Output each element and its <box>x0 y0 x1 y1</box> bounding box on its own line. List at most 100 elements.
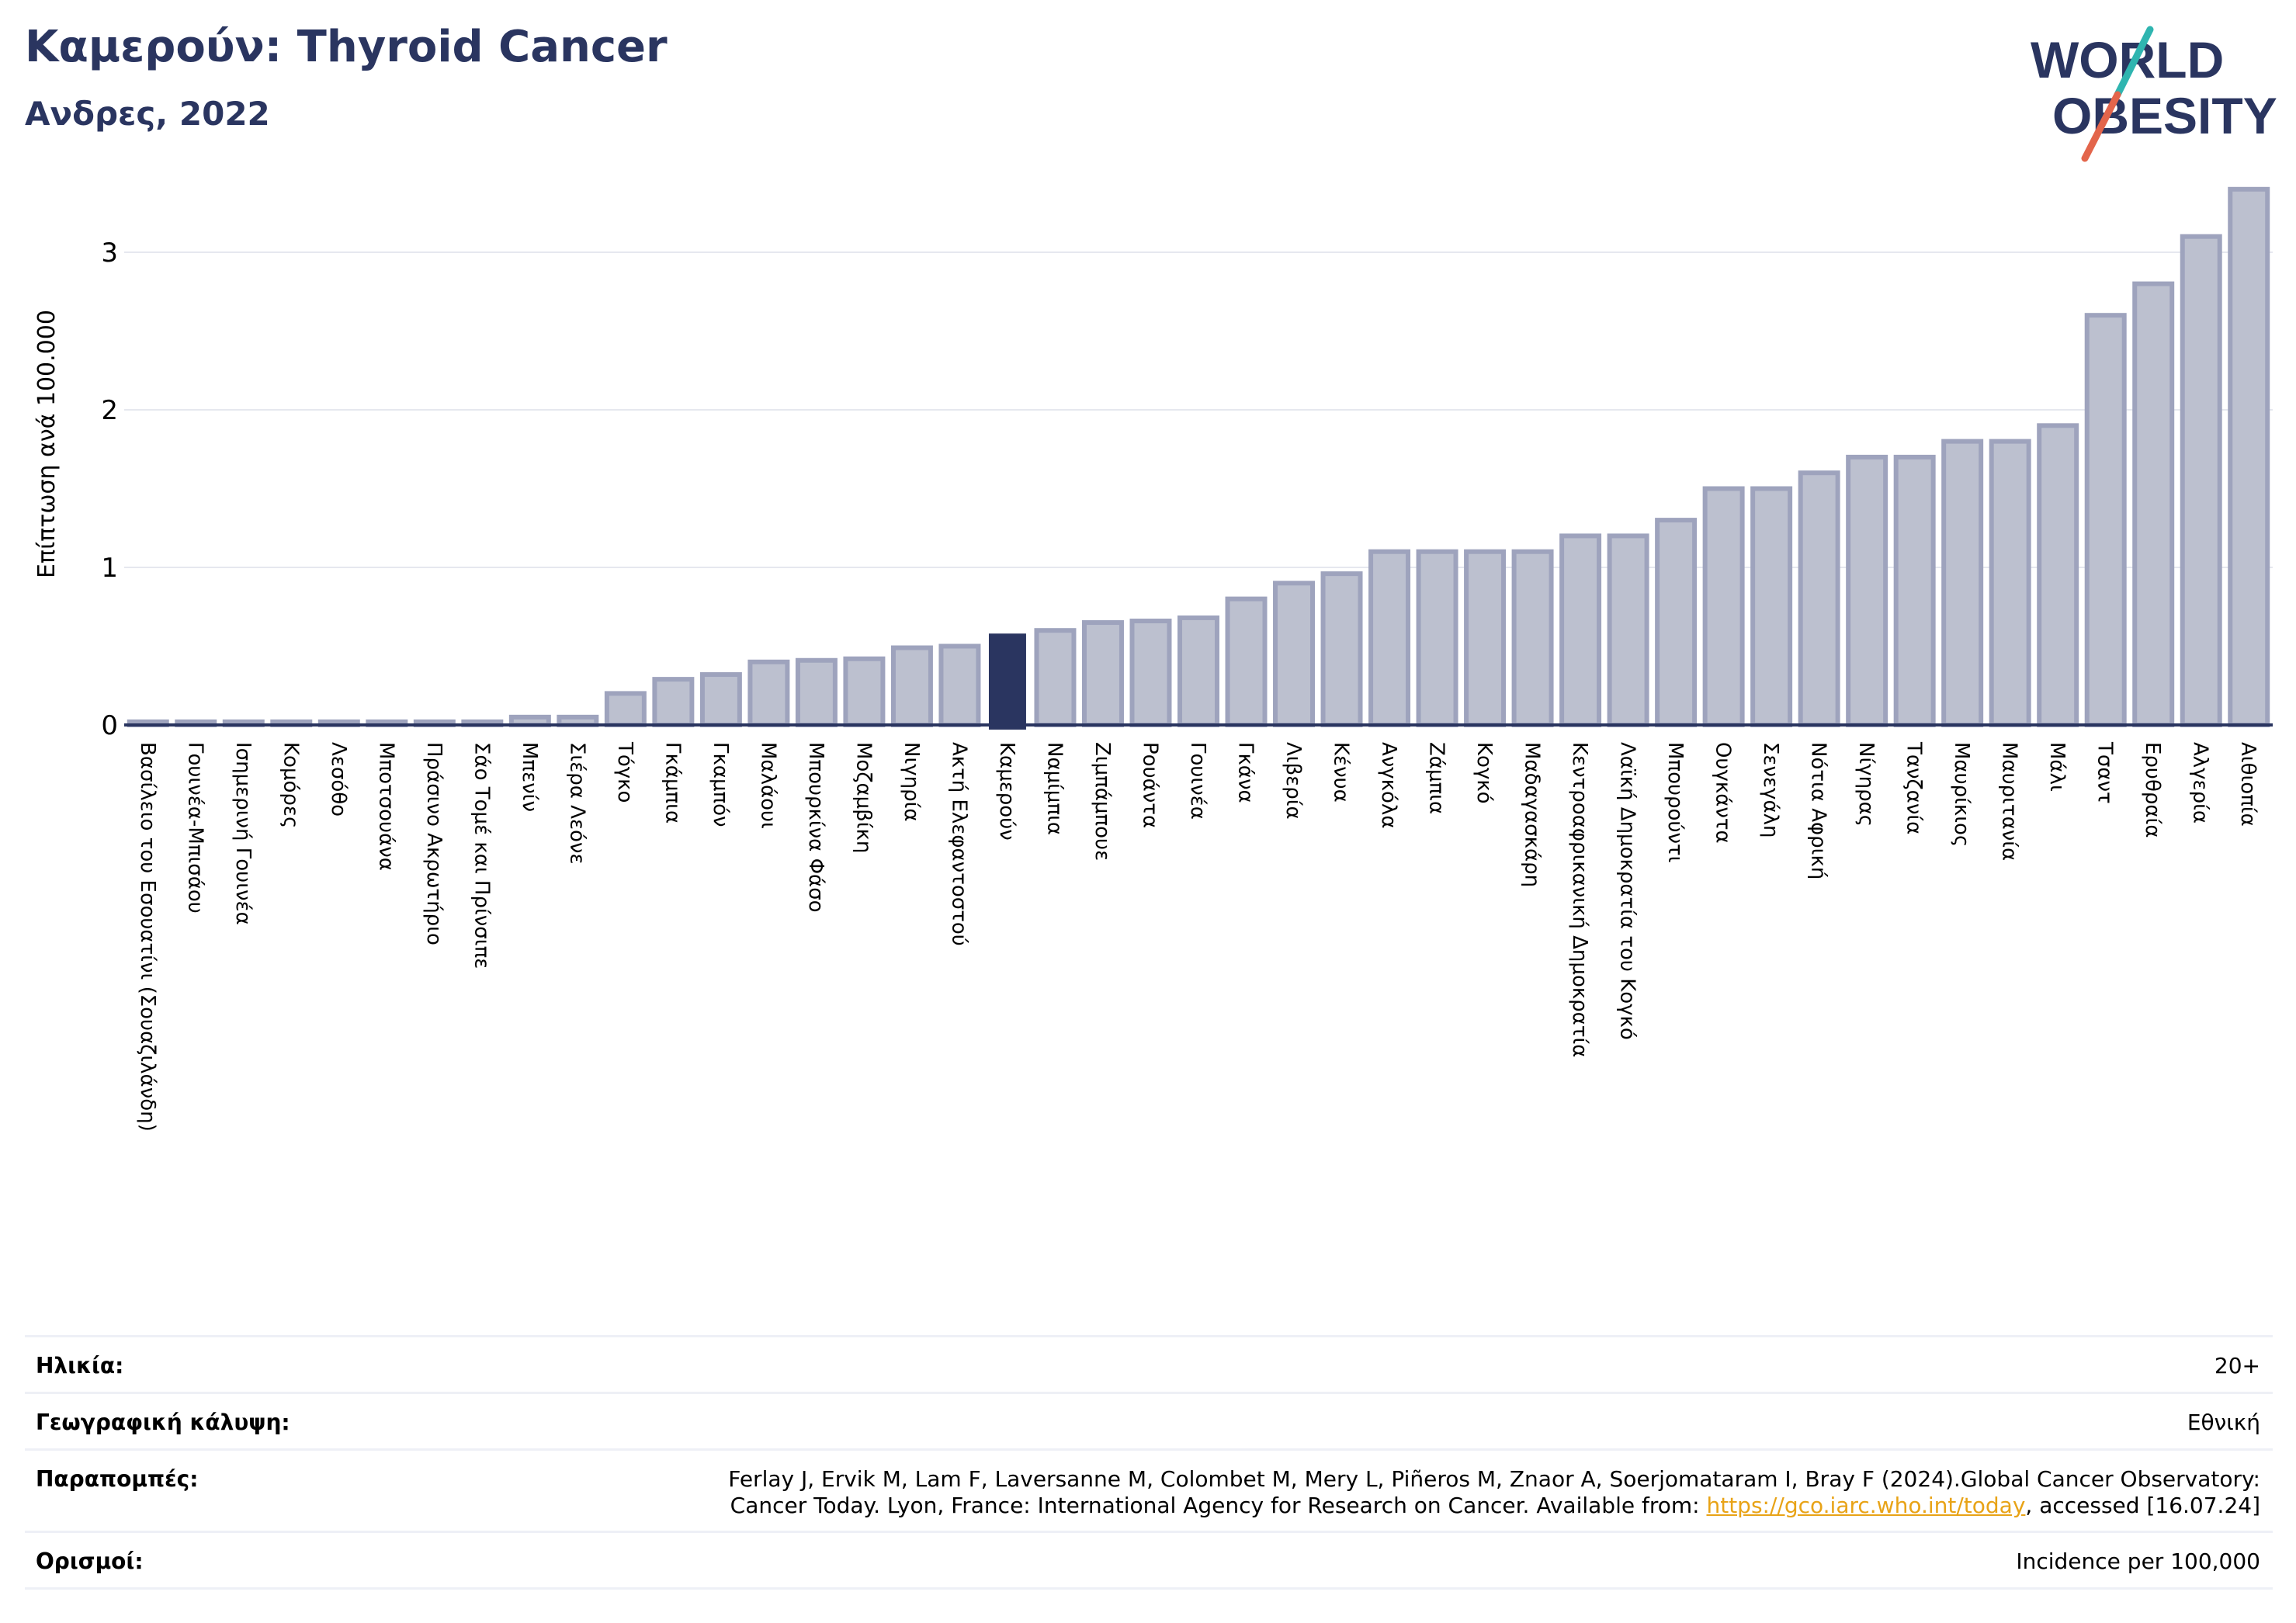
y-tick-label: 2 <box>101 395 118 426</box>
bar <box>1273 581 1316 727</box>
world-obesity-logo: WORLD OBESITY <box>2018 23 2282 163</box>
y-tick-label: 0 <box>101 710 118 741</box>
x-tick-label: Μάλι <box>2045 742 2069 792</box>
x-tick-label: Τόγκο <box>613 741 636 803</box>
bar <box>843 656 886 727</box>
definitions-label: Ορισμοί: <box>36 1548 144 1574</box>
y-tick-label: 3 <box>101 238 118 269</box>
x-tick-label: Βασίλειο του Εσουατίνι (Σουαζιλάνδη) <box>136 742 159 1132</box>
bar <box>1368 549 1411 728</box>
x-tick-label: Καμερούν <box>995 742 1018 841</box>
bar-chart: 0 1 2 3 Βασίλειο του Εσουατίνι (Σουαζιλάνδη… <box>33 186 2273 1132</box>
x-tick-label: Ισημερινή Γουινέα <box>231 742 255 925</box>
x-axis-labels: Βασίλειο του Εσουατίνι (Σουαζιλάνδη) Γουι… <box>136 741 2260 1132</box>
x-tick-label: Λαϊκή Δημοκρατία του Κογκό <box>1616 742 1639 1040</box>
x-tick-label: Ακτή Ελεφαντοστού <box>947 742 970 946</box>
x-tick-label: Μπουρκίνα Φάσο <box>804 742 827 913</box>
x-tick-label: Πράσινο Ακρωτήριο <box>422 742 446 945</box>
bar <box>1607 533 1649 728</box>
x-tick-label: Μαυρίκιος <box>1950 742 1973 847</box>
bar <box>1081 620 1124 727</box>
bar <box>1750 486 1793 727</box>
x-tick-label: Ουγκάντα <box>1712 742 1735 844</box>
x-tick-label: Γουινέα-Μπισάου <box>183 742 206 914</box>
x-tick-label: Μοζαμβίκη <box>851 742 875 853</box>
x-tick-label: Μπουρούντι <box>1663 742 1687 862</box>
x-tick-label: Ζάμπια <box>1425 742 1448 814</box>
page-subtitle: Ανδρες, 2022 <box>25 95 270 133</box>
x-tick-label: Κένυα <box>1330 742 1353 803</box>
x-tick-label: Σενεγάλη <box>1759 742 1782 838</box>
meta-row-age: Ηλικία: 20+ <box>25 1335 2273 1392</box>
x-tick-label: Γκαμπόν <box>709 742 732 827</box>
references-line1: Ferlay J, Ervik M, Lam F, Laversanne M, … <box>728 1466 2260 1492</box>
x-tick-label: Μποτσουάνα <box>374 742 397 871</box>
references-link[interactable]: https://gco.iarc.who.int/today <box>1706 1493 2026 1518</box>
x-tick-label: Ναμίμπια <box>1042 742 1066 835</box>
x-tick-label: Ερυθραία <box>2141 742 2164 838</box>
meta-row-coverage: Γεωγραφική κάλυψη: Εθνική <box>25 1392 2273 1448</box>
x-tick-label: Μαυριτανία <box>1998 742 2021 861</box>
bar <box>1941 439 1984 727</box>
bar <box>1177 615 1219 728</box>
meta-row-definitions: Ορισμοί: Incidence per 100,000 <box>25 1531 2273 1590</box>
x-tick-label: Κεντροαφρικανική Δημοκρατία <box>1568 742 1591 1057</box>
x-tick-label: Γκάμπια <box>661 742 684 824</box>
bar <box>1559 533 1602 728</box>
x-tick-label: Τανζανία <box>1902 741 1926 834</box>
x-tick-label: Τσαντ <box>2093 741 2117 804</box>
age-label: Ηλικία: <box>36 1353 124 1379</box>
x-tick-label: Αιθιοπία <box>2236 742 2260 827</box>
x-tick-label: Κογκό <box>1472 742 1496 804</box>
bar <box>604 691 647 728</box>
bar <box>2132 281 2175 728</box>
bar <box>1464 549 1507 728</box>
references-label: Παραπομπές: <box>36 1466 199 1492</box>
x-tick-label: Λεσόθο <box>327 742 350 817</box>
bar <box>1416 549 1458 728</box>
bar-highlight <box>988 633 1026 730</box>
x-tick-label: Αλγερία <box>2189 742 2212 824</box>
y-tick-label: 1 <box>101 553 118 584</box>
x-tick-label: Σάο Τομέ και Πρίνσιπε <box>470 742 493 969</box>
x-tick-label: Σιέρα Λεόνε <box>565 742 588 865</box>
bar <box>1320 571 1363 727</box>
x-tick-label: Ζιμπάμπουε <box>1091 742 1114 861</box>
x-tick-label: Νίγηρας <box>1854 742 1878 827</box>
bar <box>1893 454 1936 728</box>
x-tick-label: Ρουάντα <box>1138 742 1161 828</box>
coverage-label: Γεωγραφική κάλυψη: <box>36 1410 290 1435</box>
bar <box>2180 234 2222 727</box>
x-tick-label: Μαδαγασκάρη <box>1521 742 1544 887</box>
x-tick-label: Λιβερία <box>1282 742 1305 820</box>
y-axis-ticks: 0 1 2 3 <box>101 238 118 741</box>
bar <box>1129 619 1172 728</box>
bar <box>1989 439 2031 727</box>
bars <box>124 186 2273 730</box>
meta-row-references: Παραπομπές: Ferlay J, Ervik M, Lam F, La… <box>25 1448 2273 1531</box>
bar <box>747 659 790 727</box>
age-value: 20+ <box>2214 1353 2260 1379</box>
bar <box>1034 628 1077 728</box>
logo-line2: OBESITY <box>2052 87 2277 144</box>
references-line2: Cancer Today. Lyon, France: Internationa… <box>730 1493 1707 1518</box>
bar <box>652 677 695 728</box>
definitions-value: Incidence per 100,000 <box>2016 1548 2260 1574</box>
references-accessed: , accessed [16.07.24] <box>2025 1493 2260 1518</box>
bar <box>1798 470 1840 727</box>
metadata-table: Ηλικία: 20+ Γεωγραφική κάλυψη: Εθνική Πα… <box>25 1335 2273 1590</box>
bar <box>2037 423 2079 727</box>
bar <box>2084 313 2127 727</box>
x-tick-label: Νιγηρία <box>900 742 923 822</box>
bar <box>2228 186 2270 728</box>
bar <box>795 657 838 728</box>
bar <box>890 645 933 728</box>
bar <box>938 643 981 727</box>
bar <box>1702 486 1745 727</box>
x-tick-label: Γκάνα <box>1234 742 1257 803</box>
y-axis-label: Επίπτωση ανά 100.000 <box>33 310 61 578</box>
references-value: Ferlay J, Ervik M, Lam F, Laversanne M, … <box>728 1466 2260 1519</box>
x-tick-label: Μπενίν <box>518 742 541 812</box>
x-tick-label: Μαλάουι <box>756 742 779 829</box>
bar <box>699 672 742 727</box>
